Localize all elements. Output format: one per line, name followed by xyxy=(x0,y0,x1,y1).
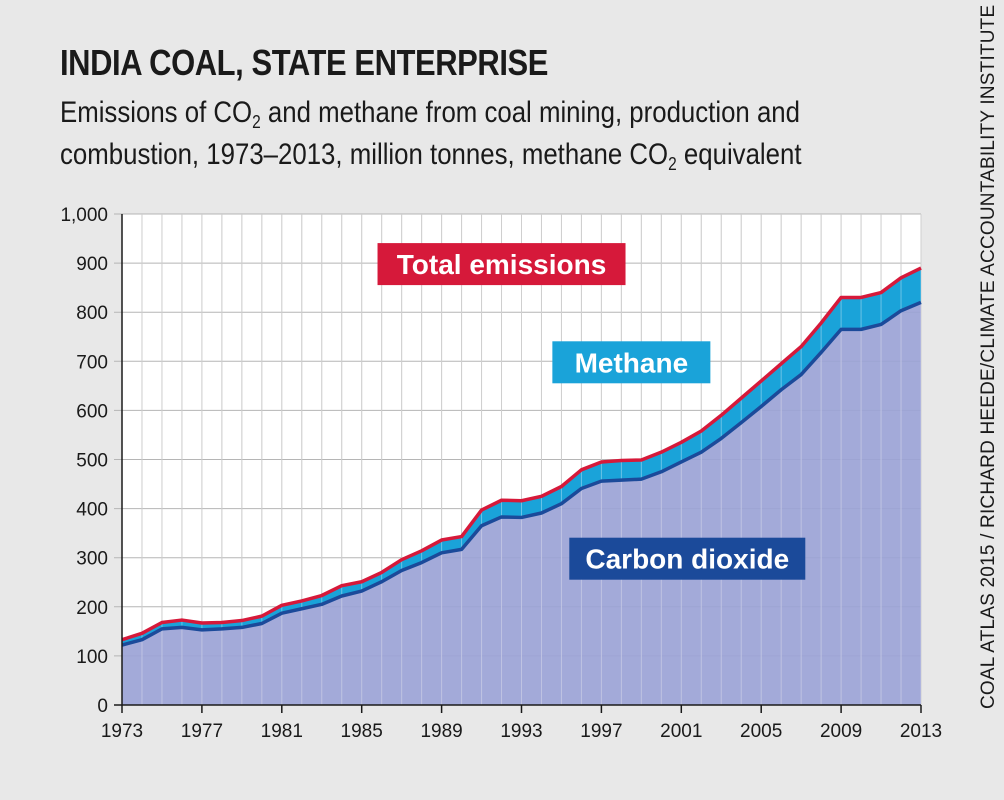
x-tick-label: 2013 xyxy=(900,721,942,742)
y-tick-label: 800 xyxy=(76,303,108,324)
methane-area xyxy=(122,268,921,646)
total-emissions-label-box xyxy=(377,243,626,286)
x-tick-label: 1985 xyxy=(341,721,383,742)
total-emissions-line xyxy=(121,266,922,642)
y-tick-label: 400 xyxy=(76,500,108,521)
x-tick-label: 2001 xyxy=(660,721,702,742)
y-tick-label: 200 xyxy=(76,598,108,619)
y-tick-label: 100 xyxy=(76,647,108,668)
x-tick-label: 1993 xyxy=(500,721,542,742)
x-tick-label: 1989 xyxy=(420,721,462,742)
x-tick-label: 2005 xyxy=(740,721,782,742)
y-tick-label: 700 xyxy=(76,352,108,373)
x-tick-label: 2009 xyxy=(820,721,862,742)
total-emissions-label: Total emissions xyxy=(397,249,607,280)
y-tick-label: 500 xyxy=(76,451,108,472)
methane-label-box xyxy=(552,341,711,384)
carbon-dioxide-label: Carbon dioxide xyxy=(585,544,789,575)
subtitle-line-1: Emissions of CO2 and methane from coal m… xyxy=(60,96,800,132)
co2-line xyxy=(121,300,922,647)
y-tick-label: 300 xyxy=(76,549,108,570)
subtitle-line-2: combustion, 1973–2013, million tonnes, m… xyxy=(60,138,802,174)
x-tick-label: 1977 xyxy=(181,721,223,742)
methane-label: Methane xyxy=(575,347,689,378)
x-tick-label: 1981 xyxy=(261,721,303,742)
chart-subtitle: Emissions of CO2 and methane from coal m… xyxy=(60,92,920,176)
y-tick-label: 900 xyxy=(76,254,108,275)
y-tick-label: 600 xyxy=(76,401,108,422)
x-tick-label: 1973 xyxy=(101,721,143,742)
y-tick-label: 1,000 xyxy=(60,205,108,226)
chart-title: INDIA COAL, STATE ENTERPRISE xyxy=(60,42,548,83)
carbon-dioxide-label-box xyxy=(569,537,806,580)
y-tick-label: 0 xyxy=(97,696,108,717)
x-tick-label: 1997 xyxy=(580,721,622,742)
